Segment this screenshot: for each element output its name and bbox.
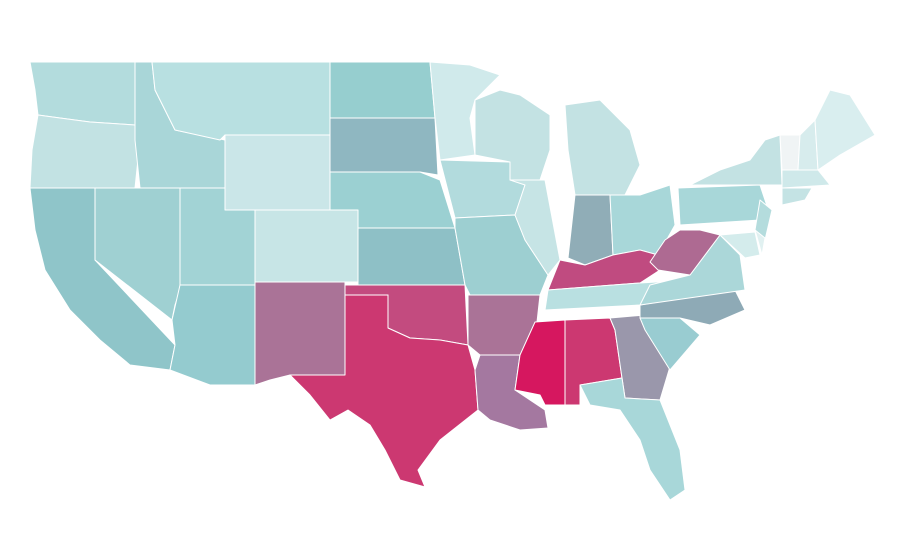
- state-region: [779, 134, 801, 171]
- state-region: [781, 187, 813, 206]
- state-region: [677, 184, 771, 226]
- state-region: [474, 89, 551, 181]
- state-region: [814, 89, 876, 171]
- state-region: [689, 134, 783, 186]
- state-region: [567, 194, 614, 266]
- state-region: [509, 179, 561, 276]
- state-region: [151, 61, 331, 141]
- state-region: [289, 294, 479, 488]
- state-region: [781, 169, 831, 189]
- state-region: [429, 61, 501, 161]
- state-region: [329, 117, 439, 176]
- state-region: [169, 284, 256, 386]
- state-region: [254, 281, 346, 386]
- state-region: [224, 134, 331, 211]
- state-region: [564, 99, 641, 196]
- state-region: [357, 227, 466, 286]
- state-region: [719, 231, 761, 259]
- state-region: [649, 229, 721, 276]
- state-region: [29, 61, 136, 126]
- state-region: [29, 114, 141, 189]
- state-region: [754, 229, 766, 256]
- state-region: [579, 377, 686, 501]
- state-region: [254, 209, 359, 283]
- state-region: [329, 61, 436, 119]
